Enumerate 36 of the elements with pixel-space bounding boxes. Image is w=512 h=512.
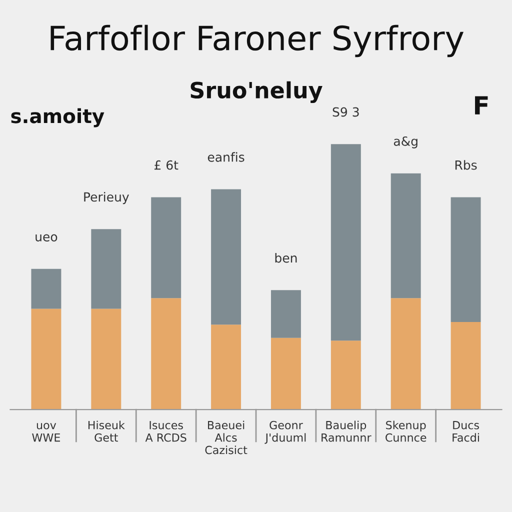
- bar: [450, 322, 481, 410]
- bar: [91, 229, 122, 309]
- x-tick-label: Hiseuk Gett: [88, 420, 125, 442]
- annotation: a&g: [394, 136, 418, 148]
- bar: [270, 290, 301, 338]
- bar: [151, 298, 182, 410]
- bar: [330, 340, 361, 410]
- x-tick-label: Skenup Cunnce: [386, 420, 426, 442]
- x-tick-label: uov WWE: [32, 422, 60, 442]
- bar: [390, 173, 421, 298]
- bar: [330, 144, 361, 341]
- x-tick-label: Bauelip Ramunnr: [322, 420, 372, 442]
- annotation: ueo: [36, 234, 58, 242]
- bar: [91, 308, 122, 410]
- annotation: £ 6t: [154, 160, 178, 170]
- text: F: [475, 96, 488, 114]
- chart-subtitle: Sruo'neluy: [190, 81, 322, 103]
- annotation: S9 3: [332, 107, 359, 117]
- bar: [31, 268, 62, 309]
- bar: [450, 197, 481, 322]
- annotation: Rbs: [455, 160, 477, 170]
- annotation: eanfis: [208, 152, 244, 162]
- x-tick-label: Isuces A RCDS: [145, 421, 186, 442]
- bar: [390, 298, 421, 410]
- x-tick-label: Ducs Facdi: [452, 421, 479, 442]
- text: s.amoity: [11, 108, 104, 128]
- annotation: Perieuy: [84, 192, 129, 204]
- x-tick-label: Baeuei Alcs Cazisict: [205, 420, 248, 454]
- annotation: ben: [275, 253, 297, 263]
- chart-title: Farfoflor Faroner Syrfrory: [50, 24, 464, 58]
- bar: [31, 308, 62, 410]
- bar: [211, 324, 242, 410]
- bar: [211, 189, 242, 325]
- x-tick-label: Geonr J'duuml: [264, 420, 306, 444]
- bar: [151, 197, 182, 298]
- bar: [270, 338, 301, 410]
